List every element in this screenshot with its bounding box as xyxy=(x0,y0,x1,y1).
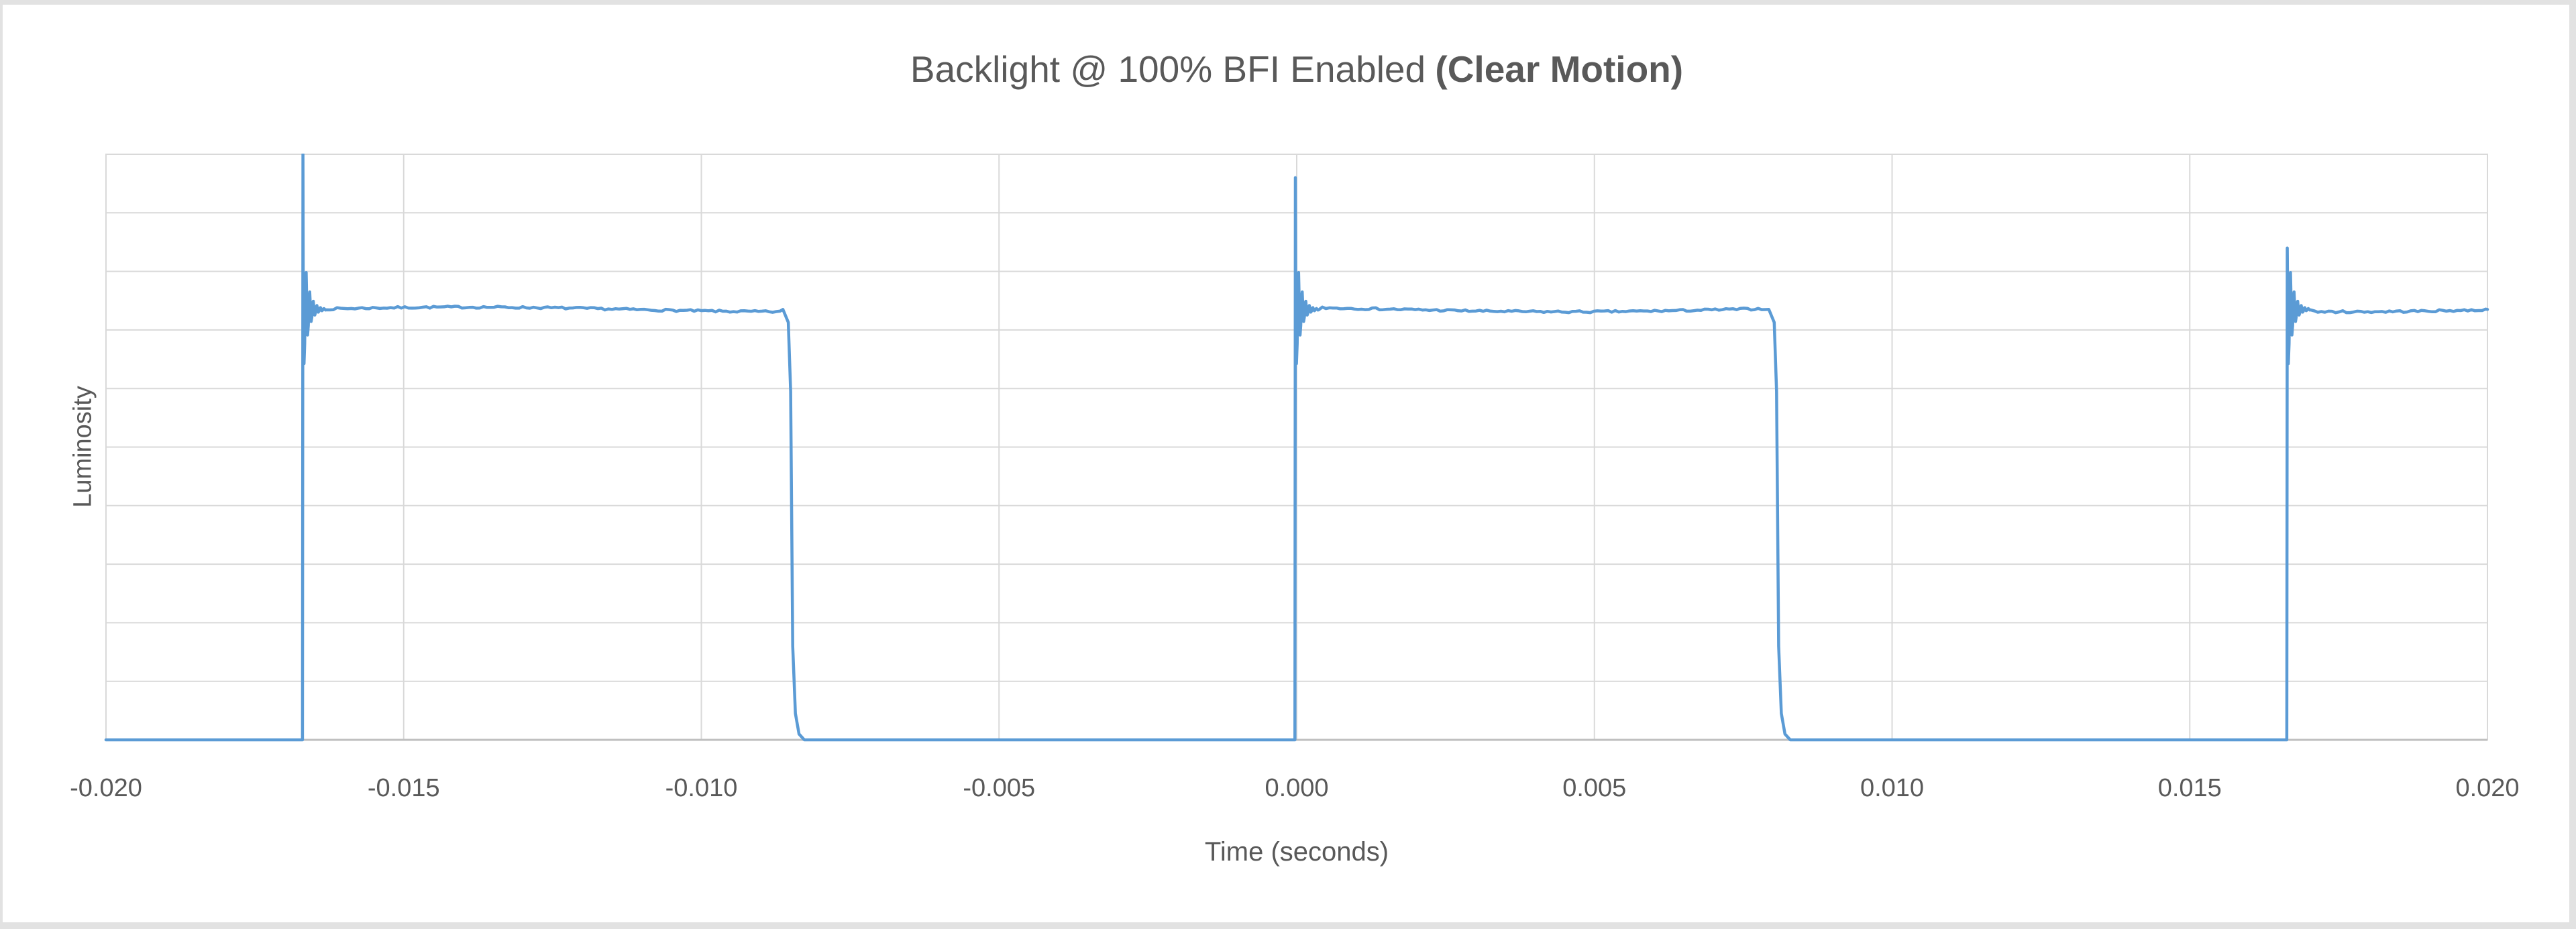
x-tick-label: -0.015 xyxy=(367,774,440,802)
chart-title-regular: Backlight @ 100% BFI Enabled xyxy=(910,48,1426,90)
chart-title-bold: (Clear Motion) xyxy=(1435,48,1684,90)
chart-title: Backlight @ 100% BFI Enabled (Clear Motio… xyxy=(910,48,1683,91)
x-tick-label: 0.020 xyxy=(2455,774,2520,802)
x-tick-label: 0.005 xyxy=(1562,774,1627,802)
y-axis-title: Luminosity xyxy=(68,386,97,508)
x-tick-label: 0.000 xyxy=(1265,774,1329,802)
x-tick-label: -0.020 xyxy=(70,774,142,802)
x-tick-label: -0.005 xyxy=(963,774,1036,802)
x-tick-label: 0.010 xyxy=(1860,774,1925,802)
x-tick-label: -0.010 xyxy=(665,774,738,802)
series-line-luminosity xyxy=(104,154,2489,742)
x-tick-label: 0.015 xyxy=(2157,774,2222,802)
x-axis-title: Time (seconds) xyxy=(1204,837,1389,867)
